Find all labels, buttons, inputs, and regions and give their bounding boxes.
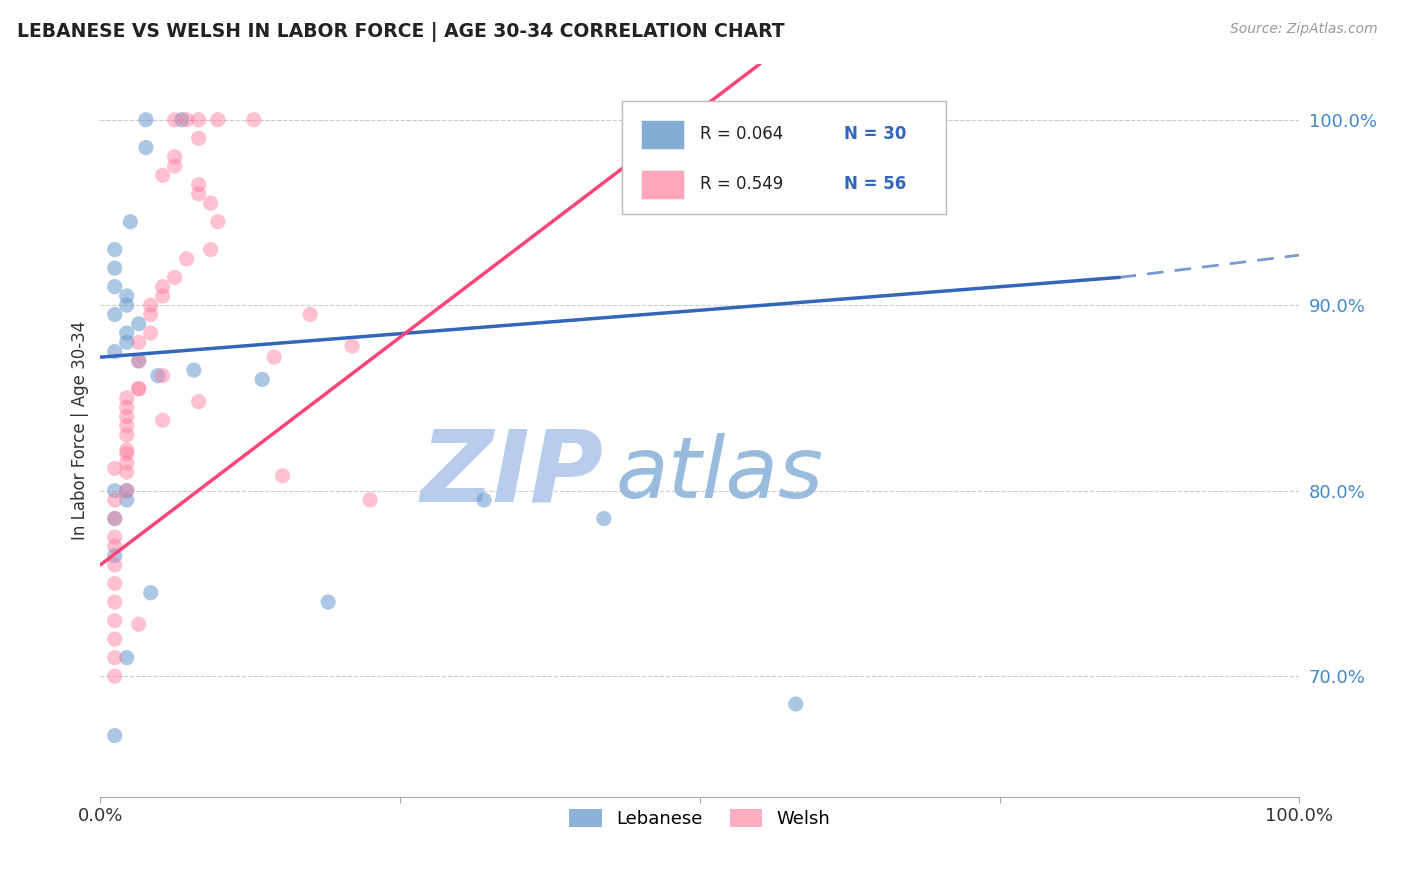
Point: [592, 511, 614, 525]
Point: [115, 483, 138, 498]
Point: [152, 368, 174, 383]
Point: [115, 391, 138, 405]
Point: [187, 186, 209, 201]
Point: [104, 308, 127, 322]
Point: [115, 326, 138, 340]
Point: [139, 326, 162, 340]
Point: [115, 456, 138, 470]
Point: [271, 468, 294, 483]
Point: [104, 530, 127, 544]
Point: [104, 461, 127, 475]
Point: [163, 159, 186, 173]
Point: [299, 308, 322, 322]
FancyBboxPatch shape: [641, 169, 685, 199]
FancyBboxPatch shape: [641, 120, 685, 149]
Point: [104, 261, 127, 276]
Point: [243, 112, 266, 127]
Point: [135, 140, 157, 154]
FancyBboxPatch shape: [621, 101, 946, 214]
Point: [176, 112, 198, 127]
Point: [104, 558, 127, 572]
Point: [472, 493, 495, 508]
Point: [115, 650, 138, 665]
Point: [128, 382, 150, 396]
Point: [146, 368, 169, 383]
Point: [128, 354, 150, 368]
Point: [104, 511, 127, 525]
Point: [139, 585, 162, 599]
Point: [170, 112, 193, 127]
Point: [115, 418, 138, 433]
Point: [104, 632, 127, 646]
Point: [104, 483, 127, 498]
Point: [104, 243, 127, 257]
Point: [104, 729, 127, 743]
Point: [104, 576, 127, 591]
Point: [785, 697, 807, 711]
Text: N = 30: N = 30: [844, 126, 905, 144]
Point: [128, 335, 150, 350]
Point: [200, 243, 222, 257]
Text: N = 56: N = 56: [844, 175, 905, 194]
Point: [316, 595, 339, 609]
Point: [115, 447, 138, 461]
Point: [104, 650, 127, 665]
Point: [104, 279, 127, 293]
Point: [128, 354, 150, 368]
Point: [152, 279, 174, 293]
Point: [128, 317, 150, 331]
Point: [104, 344, 127, 359]
Point: [115, 442, 138, 457]
Point: [139, 298, 162, 312]
Point: [104, 669, 127, 683]
Point: [104, 493, 127, 508]
Point: [200, 196, 222, 211]
Point: [187, 178, 209, 192]
Point: [207, 112, 229, 127]
Text: ZIP: ZIP: [420, 425, 603, 523]
Text: LEBANESE VS WELSH IN LABOR FORCE | AGE 30-34 CORRELATION CHART: LEBANESE VS WELSH IN LABOR FORCE | AGE 3…: [17, 22, 785, 42]
Point: [176, 252, 198, 266]
Point: [135, 112, 157, 127]
Point: [115, 298, 138, 312]
Point: [104, 549, 127, 563]
Point: [104, 595, 127, 609]
Point: [115, 493, 138, 508]
Point: [187, 131, 209, 145]
Text: Source: ZipAtlas.com: Source: ZipAtlas.com: [1230, 22, 1378, 37]
Text: R = 0.064: R = 0.064: [700, 126, 783, 144]
Point: [183, 363, 205, 377]
Point: [139, 308, 162, 322]
Point: [250, 372, 273, 386]
Point: [163, 150, 186, 164]
Point: [115, 465, 138, 479]
Point: [128, 382, 150, 396]
Legend: Lebanese, Welsh: Lebanese, Welsh: [562, 802, 838, 836]
Point: [115, 428, 138, 442]
Point: [120, 215, 142, 229]
Point: [104, 511, 127, 525]
Point: [207, 215, 229, 229]
Point: [187, 394, 209, 409]
Point: [163, 270, 186, 285]
Point: [115, 289, 138, 303]
Point: [152, 169, 174, 183]
Point: [115, 409, 138, 424]
Point: [187, 112, 209, 127]
Point: [152, 413, 174, 427]
Point: [128, 617, 150, 632]
Text: atlas: atlas: [616, 433, 824, 516]
Point: [115, 483, 138, 498]
Point: [152, 289, 174, 303]
Point: [263, 350, 285, 364]
Text: R = 0.549: R = 0.549: [700, 175, 783, 194]
Point: [340, 339, 363, 353]
Point: [359, 493, 381, 508]
Point: [115, 335, 138, 350]
Point: [115, 401, 138, 415]
Point: [163, 112, 186, 127]
Point: [104, 614, 127, 628]
Point: [104, 540, 127, 554]
Y-axis label: In Labor Force | Age 30-34: In Labor Force | Age 30-34: [72, 321, 89, 540]
